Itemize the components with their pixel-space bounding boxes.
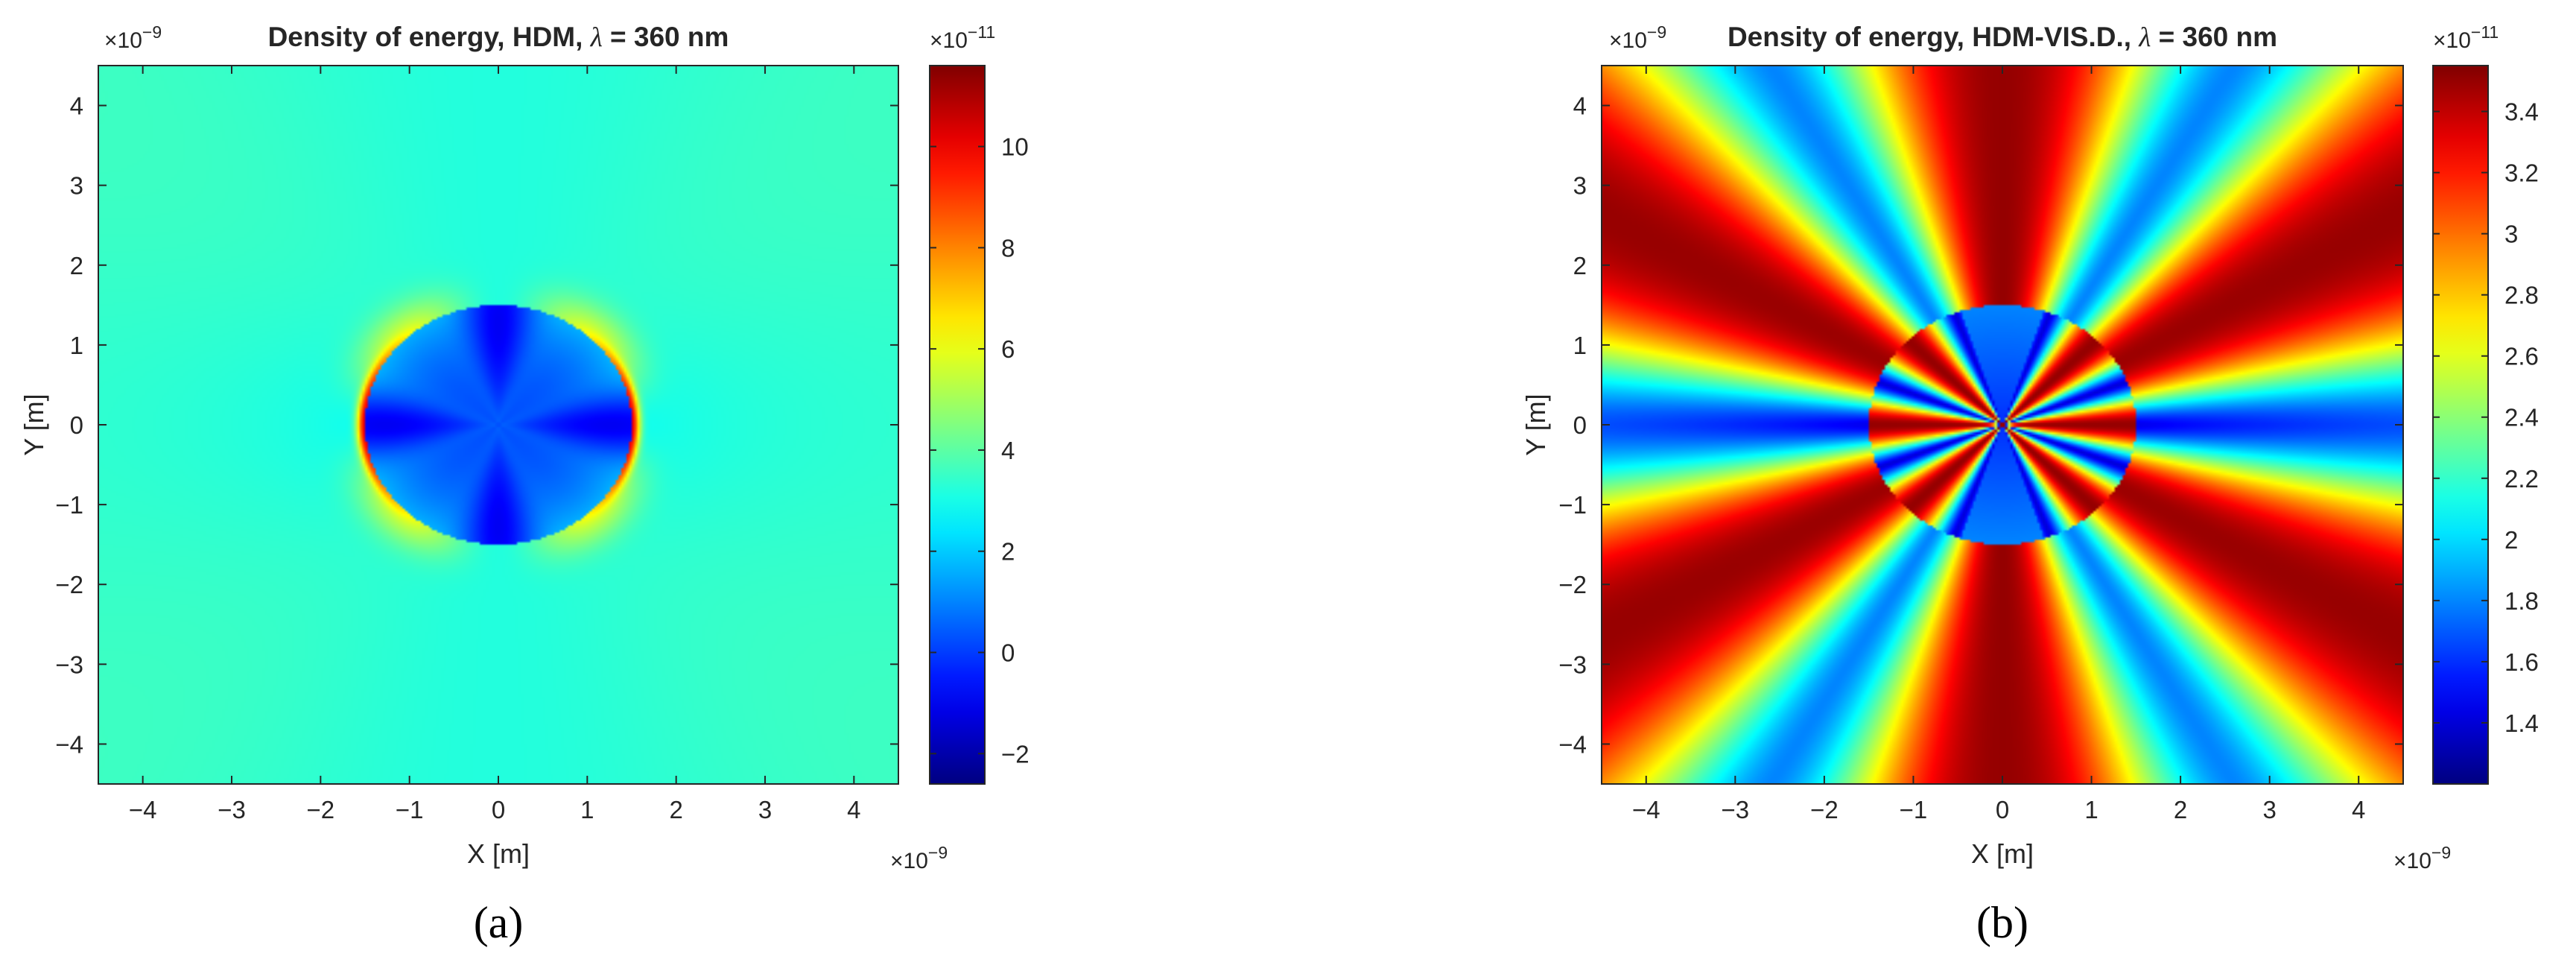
y-tick-label: 3 xyxy=(1573,172,1587,200)
colorbar-tick-label: 1.6 xyxy=(2504,648,2539,676)
y-tick-label: 3 xyxy=(70,172,83,200)
colorbar-tick-label: 2.8 xyxy=(2504,282,2539,309)
colorbar-tick-label: 2.6 xyxy=(2504,343,2539,370)
colorbar-tick-label: 2 xyxy=(1001,538,1015,566)
y-tick-label: 2 xyxy=(70,252,83,279)
colorbar-tick-label: 2.4 xyxy=(2504,404,2539,431)
y-tick-label: 4 xyxy=(70,92,83,120)
y-axis-label: Y [m] xyxy=(19,393,49,455)
colorbar-tick-label: 1.4 xyxy=(2504,709,2539,737)
colorbar-tick-label: 4 xyxy=(1001,437,1015,464)
panel-caption: (b) xyxy=(1976,898,2028,947)
x-axis-label: X [m] xyxy=(1971,838,2034,869)
x-axis-exponent: ×10−9 xyxy=(2393,843,2451,873)
x-tick-label: 2 xyxy=(669,796,682,823)
y-tick-label: 4 xyxy=(1573,92,1587,120)
heatmap-image xyxy=(98,66,898,784)
x-tick-label: −1 xyxy=(396,796,424,823)
y-axis-exponent: ×10−9 xyxy=(104,22,162,53)
colorbar-tick-label: 3.4 xyxy=(2504,98,2539,126)
colorbar xyxy=(929,65,986,785)
y-axis-exponent: ×10−9 xyxy=(1609,22,1666,53)
y-tick-label: 1 xyxy=(1573,332,1587,359)
x-tick-label: −2 xyxy=(307,796,335,823)
y-tick-label: 1 xyxy=(70,332,83,359)
x-tick-label: 2 xyxy=(2174,796,2187,823)
y-tick-label: −2 xyxy=(1558,571,1587,598)
colorbar xyxy=(2432,65,2489,785)
panel-caption: (a) xyxy=(474,898,524,947)
y-tick-label: 0 xyxy=(70,411,83,439)
colorbar-tick-label: 3.2 xyxy=(2504,159,2539,187)
colorbar-tick-label: 2.2 xyxy=(2504,465,2539,493)
x-tick-label: 1 xyxy=(2084,796,2098,823)
colorbar-tick-label: 6 xyxy=(1001,335,1015,363)
x-axis-exponent: ×10−9 xyxy=(890,843,948,873)
y-tick-label: 2 xyxy=(1573,252,1587,279)
x-tick-label: 4 xyxy=(847,796,860,823)
x-tick-label: 3 xyxy=(758,796,772,823)
x-tick-label: 0 xyxy=(492,796,505,823)
x-tick-label: −3 xyxy=(1722,796,1750,823)
colorbar-tick-label: 10 xyxy=(1001,133,1029,161)
heatmap-image xyxy=(1602,66,2403,784)
x-tick-label: 3 xyxy=(2262,796,2276,823)
colorbar-tick-label: 2 xyxy=(2504,526,2518,554)
x-axis-label: X [m] xyxy=(467,838,530,869)
chart-title: Density of energy, HDM-VIS.D., λ = 360 n… xyxy=(1728,22,2277,53)
colorbar-tick-label: 0 xyxy=(1001,639,1015,666)
chart-panel-b: −4 −3 −2 −1 0 1 2 3 4 4 3 2 1 0 −1 −2 −3 −4 X [m] Y [m] ×10−… xyxy=(1520,22,2539,947)
x-tick-label: 0 xyxy=(1996,796,2009,823)
x-tick-label: −2 xyxy=(1810,796,1839,823)
colorbar-tick-label: 1.8 xyxy=(2504,587,2539,615)
x-tick-label: −1 xyxy=(1900,796,1928,823)
y-tick-label: −3 xyxy=(1558,651,1587,678)
y-tick-label: −4 xyxy=(55,730,83,758)
colorbar-exponent: ×10−11 xyxy=(2433,22,2499,53)
colorbar-tick-label: 3 xyxy=(2504,221,2518,248)
x-tick-label: −4 xyxy=(129,796,157,823)
x-tick-label: 4 xyxy=(2352,796,2365,823)
y-tick-label: −3 xyxy=(55,651,83,678)
x-tick-label: −3 xyxy=(218,796,246,823)
chart-title: Density of energy, HDM, λ = 360 nm xyxy=(268,22,729,53)
x-tick-label: 1 xyxy=(580,796,594,823)
y-axis-label: Y [m] xyxy=(1520,393,1551,455)
colorbar-tick-label: −2 xyxy=(1001,740,1030,768)
y-tick-label: 0 xyxy=(1573,411,1587,439)
y-tick-label: −2 xyxy=(55,571,83,598)
y-tick-label: −1 xyxy=(1558,491,1587,519)
x-tick-label: −4 xyxy=(1632,796,1660,823)
y-tick-label: −4 xyxy=(1558,730,1587,758)
y-tick-label: −1 xyxy=(55,491,83,519)
colorbar-exponent: ×10−11 xyxy=(930,22,995,53)
colorbar-tick-label: 8 xyxy=(1001,234,1015,262)
